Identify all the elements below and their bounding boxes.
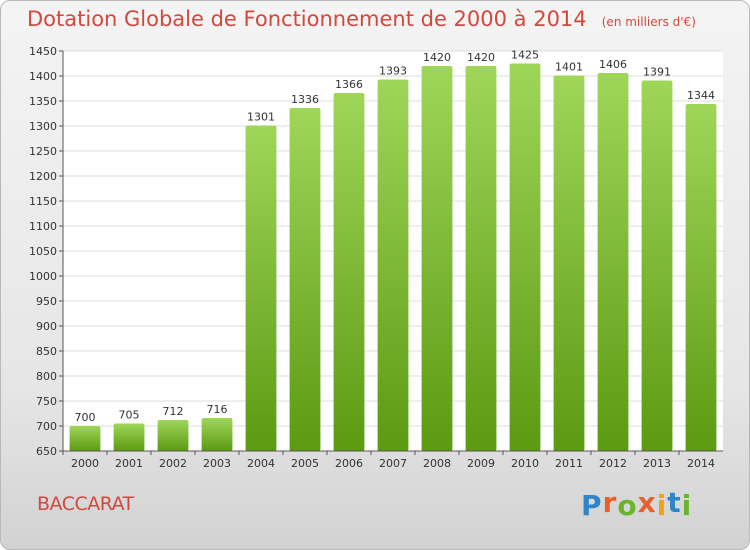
y-tick-label: 1300 (29, 120, 57, 133)
value-label-2011: 1401 (555, 61, 583, 74)
bar-layer: 700 705 712 716 1301 1336 1366 1393 1420 1420 1425… (69, 49, 717, 451)
bar-2010 (509, 63, 541, 451)
x-tick-label-2014: 2014 (687, 457, 715, 470)
logo-letter: r (602, 486, 618, 519)
x-tick-label-2010: 2010 (511, 457, 539, 470)
y-tick-label: 1200 (29, 170, 57, 183)
x-tick-label-2012: 2012 (599, 457, 627, 470)
value-label-2001: 705 (119, 409, 140, 422)
bar-2009 (465, 66, 497, 451)
x-axis: 2000 2001 2002 2003 2004 2005 2006 2007 2008 2009… (62, 450, 723, 470)
y-tick-label: 1150 (29, 195, 57, 208)
value-label-2002: 712 (163, 405, 184, 418)
y-tick-label: 1250 (29, 145, 57, 158)
value-label-2012: 1406 (599, 58, 627, 71)
y-tick-label: 1000 (29, 270, 57, 283)
value-label-2008: 1420 (423, 51, 451, 64)
logo-letter: o (617, 489, 638, 522)
x-tick-label-2008: 2008 (423, 457, 451, 470)
bar-2013 (641, 80, 673, 451)
title-row: Dotation Globale de Fonctionnement de 20… (27, 7, 696, 31)
y-tick-label: 800 (36, 370, 57, 383)
bar-2007 (377, 79, 409, 451)
x-tick-label-2003: 2003 (203, 457, 231, 470)
y-tick-label: 650 (36, 445, 57, 458)
x-tick-label-2001: 2001 (115, 457, 143, 470)
y-tick-label: 1350 (29, 95, 57, 108)
chart-title: Dotation Globale de Fonctionnement de 20… (27, 7, 587, 31)
x-tick-label-2004: 2004 (247, 457, 275, 470)
bar-2011 (553, 75, 585, 451)
value-label-2007: 1393 (379, 65, 407, 78)
x-tick-label-2002: 2002 (159, 457, 187, 470)
y-tick-label: 950 (36, 295, 57, 308)
bar-2014 (685, 104, 717, 451)
y-axis: 650 700 750 800 850 900 950 1000 1050 1100 1150 120… (29, 45, 64, 458)
y-tick-label: 1050 (29, 245, 57, 258)
x-tick-label-2000: 2000 (71, 457, 99, 470)
value-label-2009: 1420 (467, 51, 495, 64)
bar-2001 (113, 423, 145, 451)
y-tick-label: 1400 (29, 70, 57, 83)
chart-unit: (en milliers d'€) (601, 15, 696, 29)
y-tick-label: 700 (36, 420, 57, 433)
y-tick-label: 1100 (29, 220, 57, 233)
bar-2008 (421, 66, 453, 451)
y-tick-label: 750 (36, 395, 57, 408)
bar-2012 (597, 73, 629, 451)
value-label-2013: 1391 (643, 66, 671, 79)
x-tick-label-2006: 2006 (335, 457, 363, 470)
x-tick-label-2007: 2007 (379, 457, 407, 470)
bar-2006 (333, 93, 365, 451)
logo-letter: i (681, 489, 693, 522)
logo-letter: i (656, 489, 668, 522)
x-tick-label-2009: 2009 (467, 457, 495, 470)
value-label-2010: 1425 (511, 49, 539, 62)
y-tick-label: 850 (36, 345, 57, 358)
value-label-2003: 716 (207, 403, 228, 416)
logo-letter: t (667, 486, 682, 519)
x-tick-label-2005: 2005 (291, 457, 319, 470)
value-label-2005: 1336 (291, 93, 319, 106)
bar-2004 (245, 125, 277, 451)
bar-2003 (201, 418, 233, 451)
x-tick-label-2011: 2011 (555, 457, 583, 470)
value-label-2014: 1344 (687, 89, 715, 102)
logo-letter: P (581, 489, 603, 522)
value-label-2006: 1366 (335, 78, 363, 91)
commune-name: BACCARAT (37, 493, 134, 515)
y-tick-label: 900 (36, 320, 57, 333)
proxiti-logo: Proxiti (581, 486, 693, 522)
x-tick-label-2013: 2013 (643, 457, 671, 470)
value-label-2000: 700 (75, 411, 96, 424)
bar-2002 (157, 420, 189, 451)
bar-2000 (69, 426, 101, 451)
value-label-2004: 1301 (247, 111, 275, 124)
y-tick-label: 1450 (29, 45, 57, 58)
bar-2005 (289, 108, 321, 451)
logo-letter: x (637, 486, 657, 519)
